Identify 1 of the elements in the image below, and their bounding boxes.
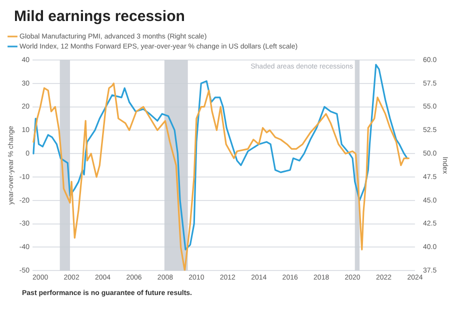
chart-title: Mild earnings recession [14,8,185,25]
